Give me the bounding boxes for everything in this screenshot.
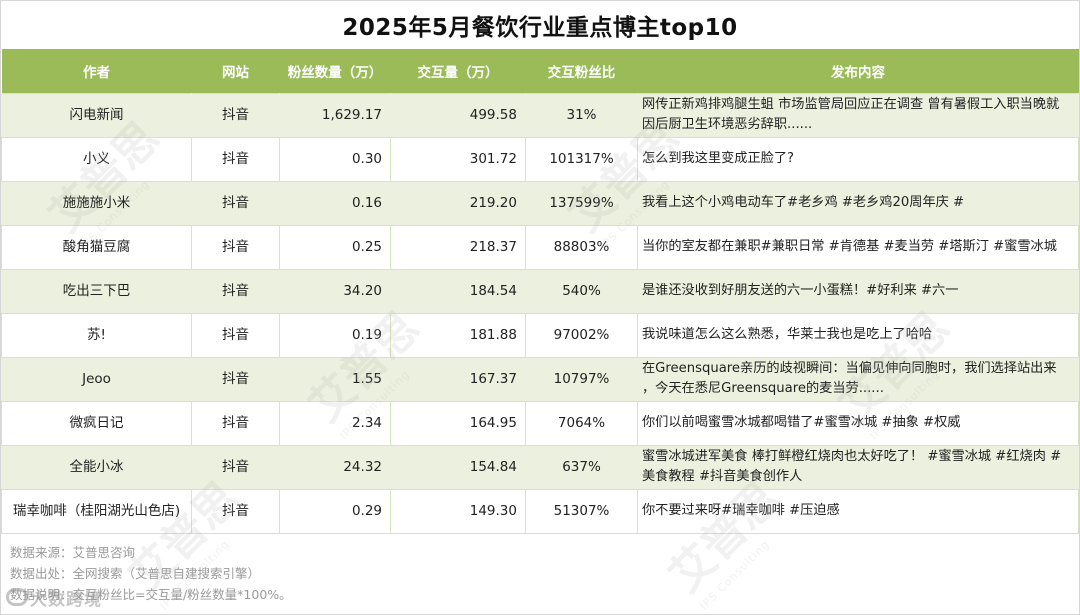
cell-ratio: 88803%: [525, 224, 638, 270]
cell-interactions: 219.20: [390, 180, 526, 226]
table-row: 小义 抖音 0.30 301.72 101317% 怎么到我这里变成正脸了?: [1, 136, 1079, 182]
cell-author: 施施施小米: [1, 180, 192, 226]
cell-author: 瑞幸咖啡（桂阳湖光山色店): [1, 488, 192, 534]
table-row: 微疯日记 抖音 2.34 164.95 7064% 你们以前喝蜜雪冰城都喝错了#…: [1, 400, 1079, 446]
cell-content: 怎么到我这里变成正脸了?: [637, 136, 1079, 182]
cell-site: 抖音: [191, 400, 280, 446]
cell-ratio: 97002%: [525, 312, 638, 358]
cell-site: 抖音: [191, 488, 280, 534]
cell-site: 抖音: [191, 356, 280, 402]
cell-fans: 0.29: [279, 488, 391, 534]
header-ratio: 交互粉丝比: [547, 64, 616, 81]
table-row: 瑞幸咖啡（桂阳湖光山色店) 抖音 0.29 149.30 51307% 你不要过…: [1, 488, 1079, 534]
cell-interactions: 218.37: [390, 224, 526, 270]
cell-ratio: 51307%: [525, 488, 638, 534]
table-row: 吃出三下巴 抖音 34.20 184.54 540% 是谁还没收到好朋友送的六一…: [1, 268, 1079, 314]
cell-interactions: 154.84: [390, 444, 526, 490]
footer-origin: 数据出处：全网搜索（艾普思自建搜索引擎）: [10, 566, 261, 581]
overlay-logo: 大数跨境: [6, 586, 102, 610]
footer-note: 数据说明：交互粉丝比=交互量/粉丝数量*100%。: [10, 587, 292, 602]
cell-interactions: 164.95: [390, 400, 526, 446]
header-content: 发布内容: [831, 64, 885, 81]
cell-ratio: 137599%: [525, 180, 638, 226]
cell-ratio: 31%: [525, 92, 638, 138]
table-row: 闪电新闻 抖音 1,629.17 499.58 31% 网传正新鸡排鸡腿生蛆 市…: [1, 92, 1079, 138]
cell-fans: 1.55: [279, 356, 391, 402]
table-row: Jeoo 抖音 1.55 167.37 10797% 在Greensquare亲…: [1, 356, 1079, 402]
cell-ratio: 101317%: [525, 136, 638, 182]
cell-author: 吃出三下巴: [1, 268, 192, 314]
cell-content: 你们以前喝蜜雪冰城都喝错了#蜜雪冰城 #抽象 #权威: [637, 400, 1079, 446]
cell-site: 抖音: [191, 312, 280, 358]
cell-site: 抖音: [191, 268, 280, 314]
cell-content: 你不要过来呀#瑞幸咖啡 #压迫感: [637, 488, 1079, 534]
cell-ratio: 540%: [525, 268, 638, 314]
cell-interactions: 499.58: [390, 92, 526, 138]
cell-content: 蜜雪冰城进军美食 棒打鲜橙红烧肉也太好吃了！ #蜜雪冰城 #红烧肉 #美食教程 …: [637, 444, 1079, 490]
cell-author: 闪电新闻: [1, 92, 192, 138]
overlay-logo-text: 大数跨境: [30, 589, 102, 610]
cell-fans: 0.16: [279, 180, 391, 226]
cell-site: 抖音: [191, 444, 280, 490]
cell-author: 全能小冰: [1, 444, 192, 490]
cell-interactions: 149.30: [390, 488, 526, 534]
table-row: 酸角猫豆腐 抖音 0.25 218.37 88803% 当你的室友都在兼职#兼职…: [1, 224, 1079, 270]
table-row: 苏! 抖音 0.19 181.88 97002% 我说味道怎么这么熟悉，华莱士我…: [1, 312, 1079, 358]
header-interactions: 交互量（万）: [417, 64, 499, 81]
cell-site: 抖音: [191, 92, 280, 138]
cell-fans: 24.32: [279, 444, 391, 490]
cell-interactions: 167.37: [390, 356, 526, 402]
cell-content: 我看上这个小鸡电动车了#老乡鸡 #老乡鸡20周年庆 #: [637, 180, 1079, 226]
cell-interactions: 301.72: [390, 136, 526, 182]
cell-author: 苏!: [1, 312, 192, 358]
cell-ratio: 637%: [525, 444, 638, 490]
cell-content: 是谁还没收到好朋友送的六一小蛋糕！#好利来 #六一: [637, 268, 1079, 314]
cell-author: 小义: [1, 136, 192, 182]
header-fans: 粉丝数量（万）: [287, 64, 383, 81]
cell-ratio: 7064%: [525, 400, 638, 446]
footer-source: 数据来源：艾普思咨询: [10, 545, 136, 560]
cell-author: 酸角猫豆腐: [1, 224, 192, 270]
header-author: 作者: [83, 64, 110, 81]
cell-content: 在Greensquare亲历的歧视瞬间：当偏见伸向同胞时，我们选择站出来 ，今天…: [637, 356, 1079, 402]
cell-fans: 1,629.17: [279, 92, 391, 138]
cell-content: 网传正新鸡排鸡腿生蛆 市场监管局回应正在调查 曾有暑假工入职当晚就因后厨卫生环境…: [637, 92, 1079, 138]
cell-fans: 34.20: [279, 268, 391, 314]
cell-interactions: 184.54: [390, 268, 526, 314]
cell-fans: 2.34: [279, 400, 391, 446]
footer-notes: 数据来源：艾普思咨询 数据出处：全网搜索（艾普思自建搜索引擎） 数据说明：交互粉…: [10, 542, 292, 605]
bloggers-table: 作者 网站 粉丝数量（万） 交互量（万） 交互粉丝比 发布内容 闪电新闻 抖音 …: [1, 49, 1079, 534]
table-row: 施施施小米 抖音 0.16 219.20 137599% 我看上这个小鸡电动车了…: [1, 180, 1079, 226]
cell-fans: 0.30: [279, 136, 391, 182]
cell-interactions: 181.88: [390, 312, 526, 358]
cell-site: 抖音: [191, 224, 280, 270]
table-header-row: 作者 网站 粉丝数量（万） 交互量（万） 交互粉丝比 发布内容: [1, 49, 1079, 93]
cell-ratio: 10797%: [525, 356, 638, 402]
cell-fans: 0.19: [279, 312, 391, 358]
cell-site: 抖音: [191, 136, 280, 182]
page-title: 2025年5月餐饮行业重点博主top10: [342, 14, 738, 41]
cell-site: 抖音: [191, 180, 280, 226]
cell-fans: 0.25: [279, 224, 391, 270]
header-site: 网站: [222, 64, 249, 81]
cell-author: 微疯日记: [1, 400, 192, 446]
cell-author: Jeoo: [1, 356, 192, 402]
table-row: 全能小冰 抖音 24.32 154.84 637% 蜜雪冰城进军美食 棒打鲜橙红…: [1, 444, 1079, 490]
logo-mark-icon: [6, 588, 28, 606]
cell-content: 当你的室友都在兼职#兼职日常 #肯德基 #麦当劳 #塔斯汀 #蜜雪冰城: [637, 224, 1079, 270]
cell-content: 我说味道怎么这么熟悉，华莱士我也是吃上了哈哈: [637, 312, 1079, 358]
